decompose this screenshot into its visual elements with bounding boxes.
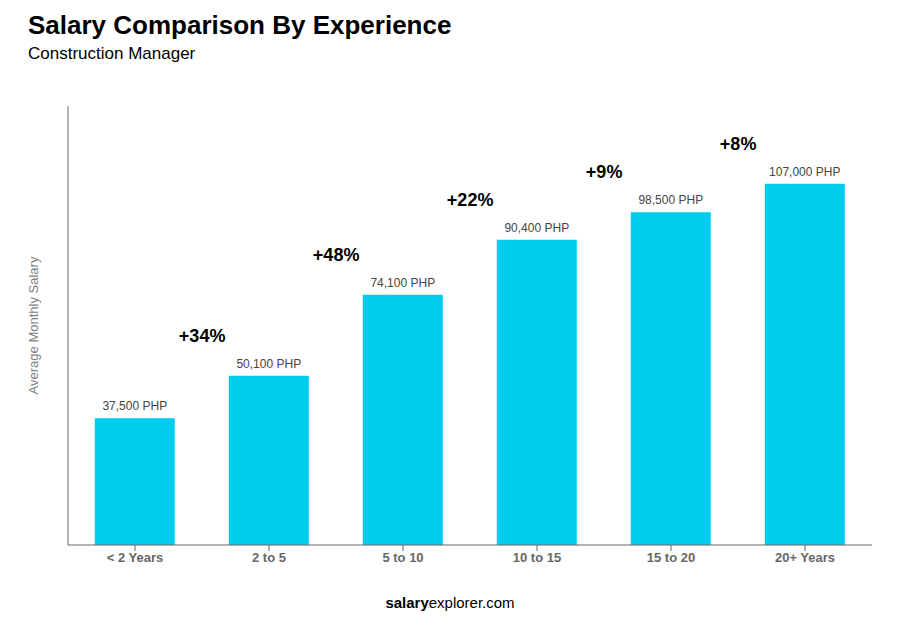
svg-text:+9%: +9% xyxy=(586,162,623,182)
svg-text:15 to 20: 15 to 20 xyxy=(647,550,695,565)
svg-text:37,500 PHP: 37,500 PHP xyxy=(102,399,167,413)
svg-text:< 2 Years: < 2 Years xyxy=(107,550,164,565)
svg-text:+8%: +8% xyxy=(720,134,757,154)
svg-text:Average Monthly Salary: Average Monthly Salary xyxy=(26,256,41,394)
svg-text:+48%: +48% xyxy=(313,245,360,265)
svg-text:5 to 10: 5 to 10 xyxy=(382,550,423,565)
html-text:Salary Comparison By Experienc: Salary Comparison By Experience xyxy=(28,10,452,40)
svg-text:20+ Years: 20+ Years xyxy=(775,550,835,565)
html-text:salary explorer.com: salary explorer.com xyxy=(385,594,515,611)
svg-text:10 to 15: 10 to 15 xyxy=(513,550,561,565)
svg-text:2 to 5: 2 to 5 xyxy=(252,550,286,565)
svg-text:90,400 PHP: 90,400 PHP xyxy=(504,221,569,235)
svg-text:+22%: +22% xyxy=(447,190,494,210)
svg-text:+34%: +34% xyxy=(179,326,226,346)
svg-text:107,000 PHP: 107,000 PHP xyxy=(769,165,840,179)
svg-text:74,100 PHP: 74,100 PHP xyxy=(370,276,435,290)
svg-text:50,100 PHP: 50,100 PHP xyxy=(236,357,301,371)
html-text:Construction Manager: Construction Manager xyxy=(28,44,196,63)
svg-text:98,500 PHP: 98,500 PHP xyxy=(638,193,703,207)
